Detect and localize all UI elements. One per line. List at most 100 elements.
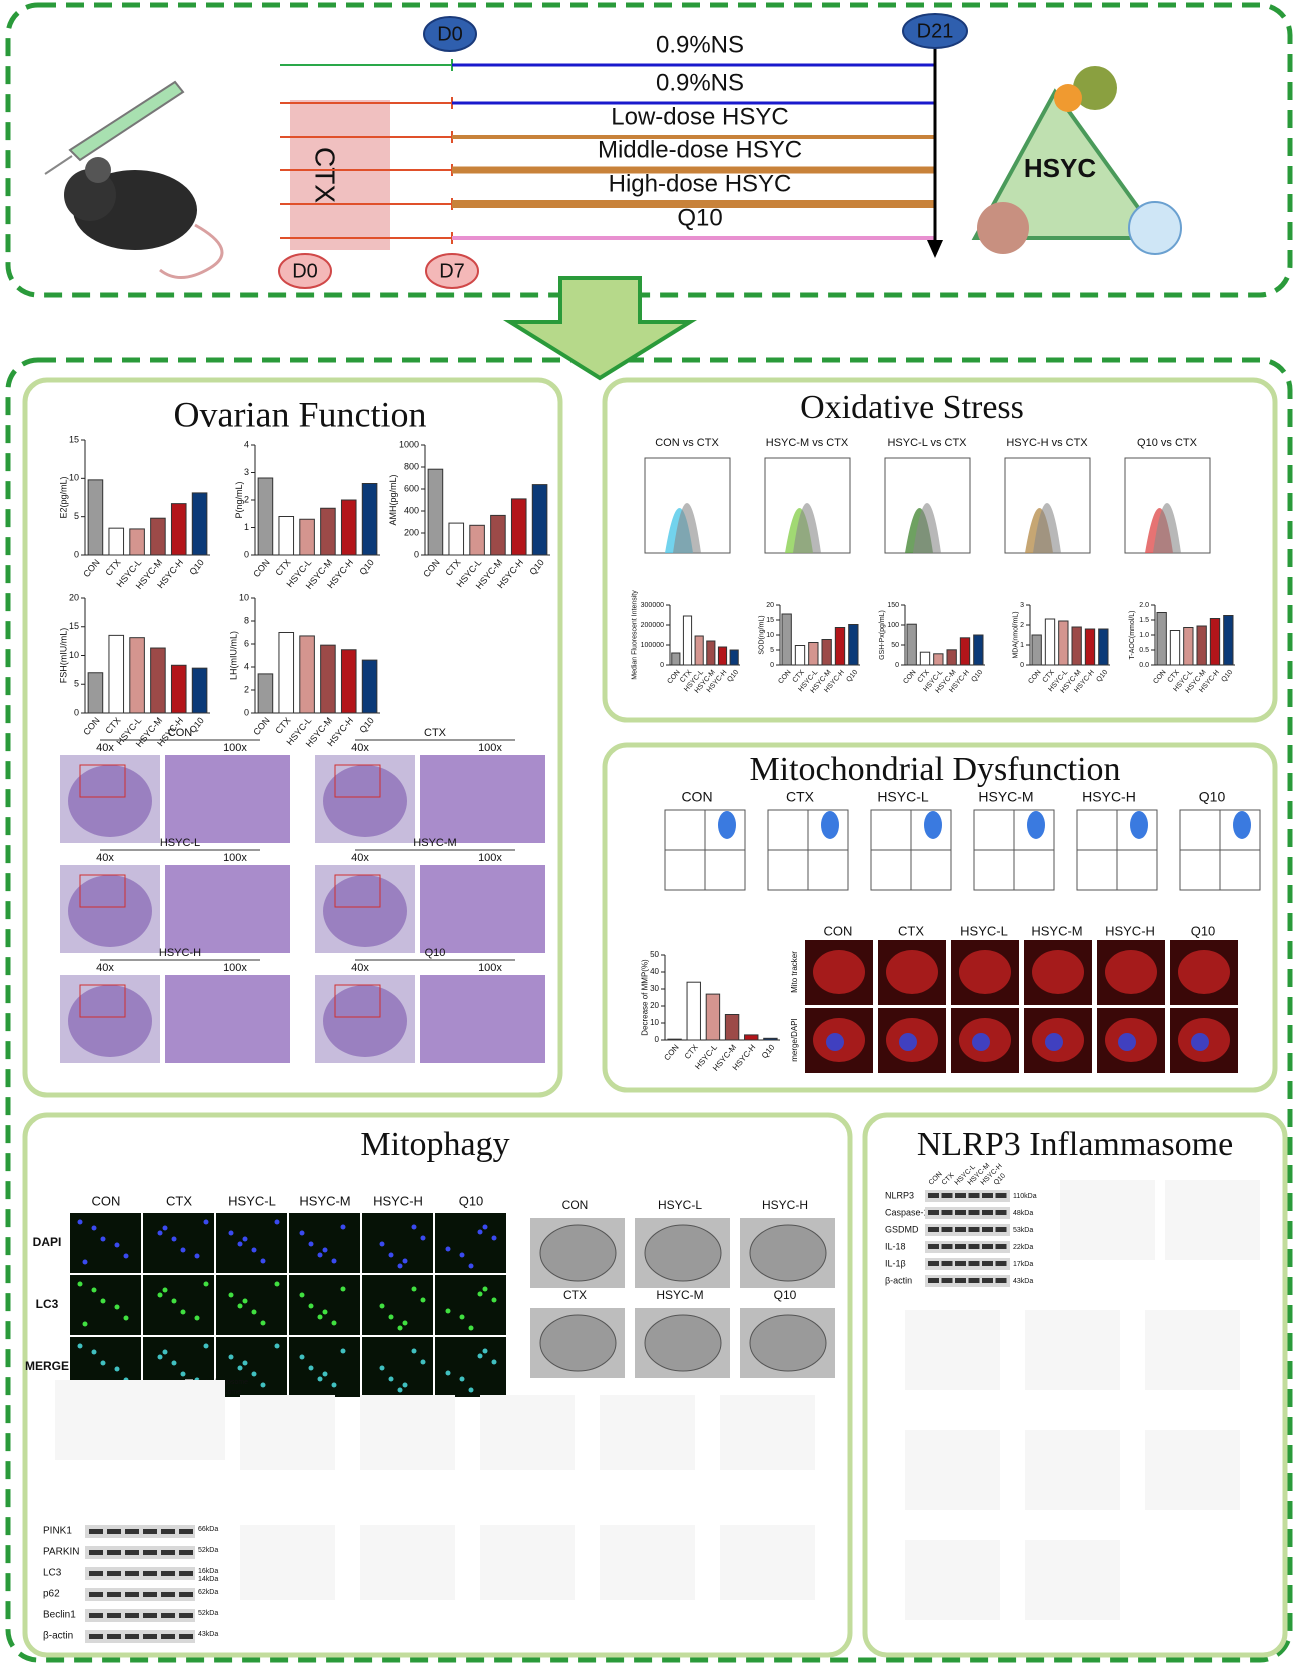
y-tick-label: 0.0 xyxy=(1139,662,1149,669)
speck xyxy=(91,1225,97,1231)
bar xyxy=(150,517,166,556)
bar xyxy=(340,649,357,714)
bar xyxy=(705,993,721,1041)
speck xyxy=(162,1287,168,1293)
band xyxy=(982,1210,993,1215)
speck xyxy=(491,1297,497,1303)
cell-icon xyxy=(1128,201,1182,255)
fluor-image xyxy=(362,1213,433,1273)
micrograph-100x xyxy=(165,755,290,843)
bar xyxy=(959,637,971,666)
tem-label: CTX xyxy=(563,1288,587,1302)
histogram-peak xyxy=(1033,503,1061,553)
marker xyxy=(278,253,332,289)
needle xyxy=(44,155,73,175)
speck xyxy=(402,1382,408,1388)
speck xyxy=(114,1242,120,1248)
row-label: Mito tracker xyxy=(790,951,799,993)
chart-placeholder xyxy=(480,1395,575,1470)
bar xyxy=(1156,612,1167,666)
y-tick-label: 5 xyxy=(770,647,774,654)
group-label: Middle-dose HSYC xyxy=(598,136,802,163)
speck xyxy=(82,1321,88,1327)
band xyxy=(89,1613,103,1618)
marker xyxy=(902,13,968,49)
y-tick-label: 15 xyxy=(69,434,79,444)
band xyxy=(143,1550,157,1555)
marker xyxy=(423,16,477,52)
tissue xyxy=(68,875,152,947)
flow-label: HSYC-M xyxy=(978,789,1033,805)
mag-label: 100x xyxy=(223,852,247,864)
speck xyxy=(299,1354,305,1360)
speck xyxy=(91,1349,97,1355)
y-tick-label: 30 xyxy=(650,984,659,993)
bar xyxy=(1196,625,1207,666)
chart-placeholder xyxy=(1025,1430,1120,1510)
zoom-box xyxy=(334,764,381,798)
mag-label: 100x xyxy=(478,962,502,974)
bar xyxy=(299,518,315,556)
y-tick-label: 1000 xyxy=(399,439,419,449)
flow-label: HSYC-L xyxy=(877,789,929,805)
speck xyxy=(308,1365,314,1371)
kda-label: 52kDa xyxy=(198,1547,218,1554)
speck xyxy=(237,1365,243,1371)
band xyxy=(107,1592,121,1597)
bar xyxy=(671,652,681,666)
band xyxy=(107,1550,121,1555)
fluor-image xyxy=(362,1275,433,1335)
speck xyxy=(260,1382,266,1388)
speck xyxy=(482,1224,488,1230)
speck xyxy=(491,1359,497,1365)
bar xyxy=(170,664,187,714)
flow-cluster xyxy=(1233,811,1251,839)
chart-placeholder xyxy=(720,1395,815,1470)
band xyxy=(125,1613,139,1618)
speck xyxy=(171,1298,177,1304)
speck xyxy=(322,1309,328,1315)
blot-strip xyxy=(85,1525,195,1538)
blot-label: LC3 xyxy=(43,1568,62,1579)
blot-label: Beclin1 xyxy=(43,1610,76,1621)
band xyxy=(928,1261,939,1266)
group-label: 0.9%NS xyxy=(656,69,744,96)
band xyxy=(995,1244,1007,1249)
bar xyxy=(257,673,274,714)
bar xyxy=(469,524,485,556)
speck xyxy=(308,1303,314,1309)
speck xyxy=(459,1252,465,1258)
band xyxy=(968,1193,980,1198)
marker-label: D0 xyxy=(437,23,463,45)
band xyxy=(125,1634,139,1639)
bar xyxy=(694,635,704,666)
image-label: HSYC-L xyxy=(960,923,1008,938)
y-tick-label: 2 xyxy=(1020,622,1024,629)
chart-placeholder xyxy=(1145,1310,1240,1390)
chart-placeholder xyxy=(240,1395,335,1470)
comparison-label: HSYC-M vs CTX xyxy=(766,437,849,449)
speck xyxy=(251,1371,257,1377)
blot-label: GSDMD xyxy=(885,1224,919,1234)
blot-label: PINK1 xyxy=(43,1526,72,1537)
y-tick-label: 15 xyxy=(69,621,79,631)
bar xyxy=(763,1037,778,1041)
y-tick-label: 0 xyxy=(1020,662,1024,669)
speck xyxy=(317,1314,323,1320)
group-label: High-dose HSYC xyxy=(609,170,792,197)
y-tick-label: 1 xyxy=(244,522,249,532)
zoom-box xyxy=(79,984,126,1018)
nucleus xyxy=(972,1033,990,1051)
speck xyxy=(260,1320,266,1326)
speck xyxy=(114,1304,120,1310)
micrograph-100x xyxy=(165,865,290,953)
fluor-image xyxy=(289,1337,360,1397)
y-tick-label: 150 xyxy=(887,602,899,609)
speck xyxy=(180,1247,186,1253)
y-tick-label: 0 xyxy=(244,549,249,559)
speck xyxy=(123,1315,129,1321)
speck xyxy=(237,1303,243,1309)
panel-title: NLRP3 Inflammasome xyxy=(917,1126,1233,1163)
speck xyxy=(331,1382,337,1388)
group-label: HSYC-L xyxy=(160,837,200,849)
